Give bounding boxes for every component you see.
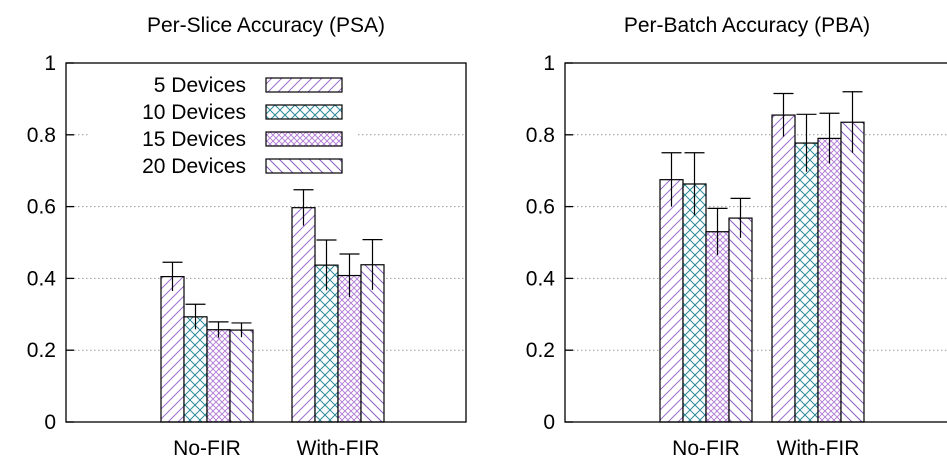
- bar: [337, 274, 362, 423]
- legend-entry-label: 5 Devices: [154, 74, 246, 97]
- error-bar: [796, 113, 817, 172]
- legend: 5 Devices 10 Devices 15 Devices 20 Devices: [90, 66, 358, 184]
- y-tick-label: 1: [44, 52, 56, 75]
- legend-swatch: [265, 77, 343, 93]
- bar: [682, 183, 707, 423]
- x-category-label: No-FIR: [173, 437, 241, 460]
- psa-chart-title: Per-Slice Accuracy (PSA): [147, 14, 385, 37]
- legend-entry-label: 20 Devices: [142, 155, 246, 178]
- bar: [183, 316, 208, 423]
- error-bar: [339, 253, 360, 298]
- error-bar: [293, 189, 314, 226]
- legend-entry-label: 15 Devices: [142, 128, 246, 151]
- pba-y-axis: 0 0.2 0.4 0.6 0.8 1: [526, 52, 573, 434]
- pba-x-axis: No-FIR With-FIR: [672, 437, 859, 460]
- error-bar: [842, 91, 863, 153]
- y-tick-label: 0: [543, 411, 555, 434]
- bar: [206, 329, 231, 423]
- y-tick-label: 0.4: [526, 267, 556, 290]
- bar: [160, 276, 185, 423]
- y-tick-label: 0.8: [27, 124, 56, 147]
- y-tick-label: 0.6: [27, 196, 56, 219]
- error-bar: [730, 197, 751, 238]
- error-bar: [707, 207, 728, 256]
- bar: [705, 231, 730, 423]
- error-bar: [231, 322, 252, 338]
- psa-x-axis: No-FIR With-FIR: [173, 437, 379, 460]
- y-tick-label: 0.2: [27, 339, 56, 362]
- bar: [229, 329, 254, 423]
- error-bar: [661, 152, 682, 207]
- bar: [728, 217, 753, 423]
- bar: [817, 137, 842, 423]
- psa-error-bars: [162, 189, 383, 338]
- bar: [794, 142, 819, 423]
- psa-panel: Per-Slice Accuracy (PSA) 00.20.40.60.81 …: [27, 14, 467, 460]
- pba-plot-frame: [564, 62, 947, 423]
- psa-plot-frame: [65, 62, 467, 423]
- y-tick-label: 0.8: [526, 124, 555, 147]
- psa-bars: [160, 207, 385, 423]
- error-bar: [773, 92, 794, 137]
- pba-gridlines: [565, 134, 947, 351]
- pba-error-bars: [661, 91, 863, 256]
- bar: [659, 179, 684, 423]
- error-bar: [362, 239, 383, 290]
- legend-entry-label: 10 Devices: [142, 101, 246, 124]
- pba-panel: Per-Batch Accuracy (PBA) 00.20.40.60.81 …: [526, 14, 947, 460]
- bar: [291, 207, 316, 423]
- error-bar: [684, 152, 705, 216]
- y-tick-label: 0.6: [526, 196, 555, 219]
- pba-bars: [659, 114, 865, 423]
- x-category-label: With-FIR: [297, 437, 380, 460]
- error-bar: [208, 321, 229, 338]
- y-tick-label: 0.4: [27, 267, 57, 290]
- legend-swatch: [265, 104, 343, 120]
- error-bar: [185, 303, 206, 330]
- bar: [771, 114, 796, 423]
- legend-swatch: [265, 158, 343, 174]
- x-category-label: No-FIR: [672, 437, 740, 460]
- legend-swatch: [265, 131, 343, 147]
- error-bar: [162, 261, 183, 291]
- psa-y-axis: 0 0.2 0.4 0.6 0.8 1: [27, 52, 74, 434]
- error-bar: [316, 239, 337, 291]
- y-tick-label: 1: [543, 52, 555, 75]
- y-tick-label: 0: [44, 411, 56, 434]
- x-category-label: With-FIR: [777, 437, 860, 460]
- error-bar: [819, 112, 840, 164]
- bar: [840, 121, 865, 423]
- y-tick-label: 0.2: [526, 339, 555, 362]
- pba-chart-title: Per-Batch Accuracy (PBA): [624, 14, 870, 37]
